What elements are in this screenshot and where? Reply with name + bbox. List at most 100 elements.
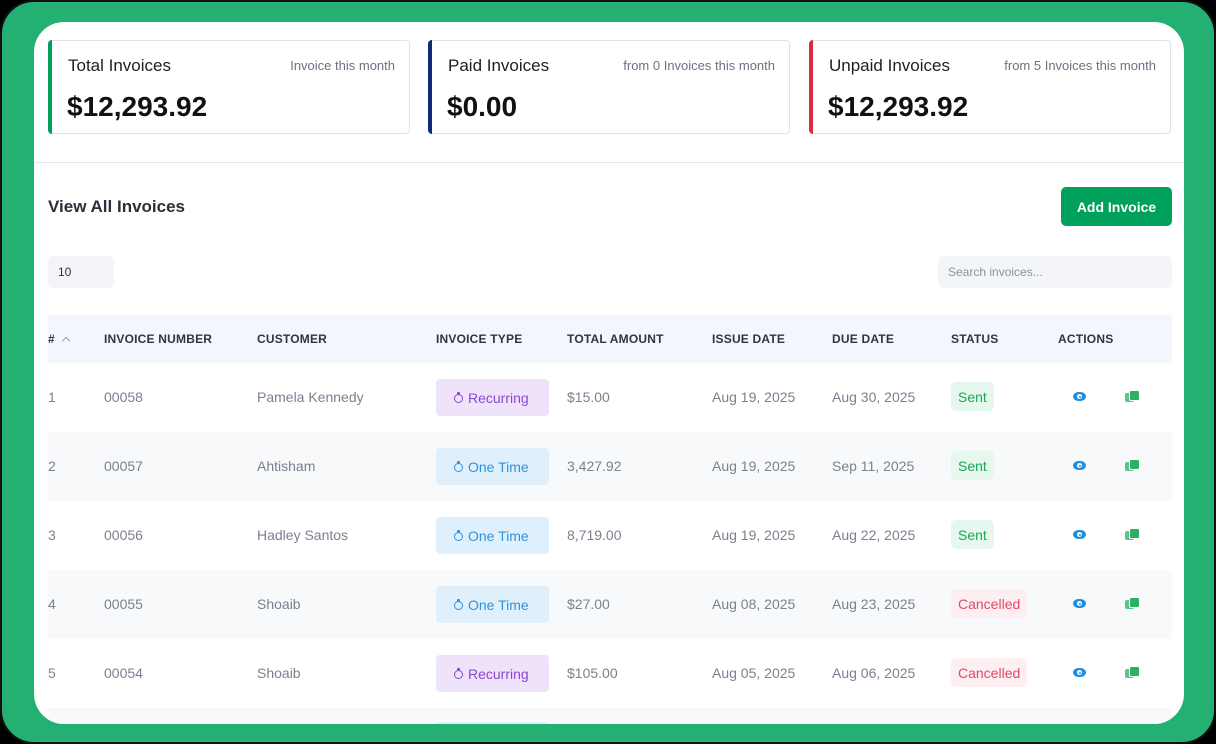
col-total-amount: TOTAL AMOUNT [567, 332, 664, 346]
row-amount: $15.00 [567, 389, 610, 405]
row-amount: 3,427.92 [567, 458, 622, 474]
eye-icon[interactable] [1073, 461, 1086, 470]
row-invoice-number: 00055 [104, 596, 143, 612]
row-num: 4 [48, 596, 56, 612]
status-badge: Sent [951, 451, 994, 480]
row-customer: Ahtisham [257, 458, 316, 474]
status-badge: Cancelled [951, 589, 1028, 618]
type-label: One Time [468, 597, 529, 613]
row-customer: Shoaib [257, 596, 301, 612]
table-row-partial [48, 708, 1172, 724]
type-badge: One Time [436, 448, 549, 485]
copy-icon[interactable] [1125, 666, 1140, 679]
status-badge: Sent [951, 520, 994, 549]
type-badge: Recurring [436, 379, 549, 416]
chevron-up-icon[interactable] [61, 336, 71, 346]
col-invoice-type: INVOICE TYPE [436, 332, 523, 346]
eye-icon[interactable] [1073, 530, 1086, 539]
row-invoice-number: 00057 [104, 458, 143, 474]
status-badge: Sent [951, 382, 994, 411]
table-row: 5 00054 Shoaib Recurring $105.00 Aug 05,… [48, 639, 1172, 708]
card-subtitle: from 5 Invoices this month [1004, 58, 1156, 73]
row-issue-date: Aug 05, 2025 [712, 665, 796, 681]
card-accent [428, 40, 432, 134]
search-input[interactable] [938, 256, 1172, 288]
add-invoice-button[interactable]: Add Invoice [1061, 187, 1172, 226]
copy-icon[interactable] [1125, 597, 1140, 610]
type-label: Recurring [468, 390, 529, 406]
col-customer: CUSTOMER [257, 332, 328, 346]
card-subtitle: from 0 Invoices this month [623, 58, 775, 73]
table-row: 2 00057 Ahtisham One Time 3,427.92 Aug 1… [48, 432, 1172, 501]
col-issue-date: ISSUE DATE [712, 332, 786, 346]
clock-icon [454, 530, 463, 541]
row-num: 5 [48, 665, 56, 681]
row-amount: $27.00 [567, 596, 610, 612]
divider [34, 162, 1184, 163]
type-label: One Time [468, 528, 529, 544]
row-due-date: Sep 11, 2025 [832, 458, 915, 474]
row-amount: $105.00 [567, 665, 618, 681]
row-customer: Pamela Kennedy [257, 389, 364, 405]
card-paid-invoices: Paid Invoices from 0 Invoices this month… [428, 40, 790, 134]
type-badge: One Time [436, 517, 549, 554]
copy-icon[interactable] [1125, 528, 1140, 541]
row-issue-date: Aug 19, 2025 [712, 458, 796, 474]
eye-icon[interactable] [1073, 668, 1086, 677]
row-issue-date: Aug 08, 2025 [712, 596, 796, 612]
card-amount: $12,293.92 [828, 91, 969, 122]
row-amount: 8,719.00 [567, 527, 622, 543]
row-invoice-number: 00054 [104, 665, 143, 681]
row-num: 1 [48, 389, 56, 405]
table-header: # INVOICE NUMBER CUSTOMER INVOICE TYPE T… [48, 315, 1172, 363]
row-due-date: Aug 23, 2025 [832, 596, 916, 612]
table-row: 3 00056 Hadley Santos One Time 8,719.00 … [48, 501, 1172, 570]
card-amount: $12,293.92 [67, 91, 208, 122]
col-invoice-number: INVOICE NUMBER [104, 332, 213, 346]
copy-icon[interactable] [1125, 390, 1140, 403]
status-badge: Cancelled [951, 658, 1028, 687]
eye-icon[interactable] [1073, 599, 1086, 608]
row-issue-date: Aug 19, 2025 [712, 389, 796, 405]
card-subtitle: Invoice this month [290, 58, 395, 73]
card-title: Unpaid Invoices [829, 56, 950, 75]
clock-icon [454, 599, 463, 610]
row-due-date: Aug 22, 2025 [832, 527, 916, 543]
eye-icon[interactable] [1073, 392, 1086, 401]
clock-icon [454, 461, 463, 472]
type-label: One Time [468, 459, 529, 475]
col-actions: ACTIONS [1058, 332, 1114, 346]
card-total-invoices: Total Invoices Invoice this month $12,29… [48, 40, 410, 134]
type-badge: Recurring [436, 655, 549, 692]
table-row: 1 00058 Pamela Kennedy Recurring $15.00 … [48, 363, 1172, 432]
row-num: 3 [48, 527, 56, 543]
card-amount: $0.00 [447, 91, 518, 122]
page-size-select[interactable]: 10 [48, 256, 114, 288]
clock-icon [454, 668, 463, 679]
col-status: STATUS [951, 332, 999, 346]
row-invoice-number: 00056 [104, 527, 143, 543]
type-label: Recurring [468, 666, 529, 682]
col-due-date: DUE DATE [832, 332, 895, 346]
type-badge: One Time [436, 586, 549, 623]
type-badge-partial [436, 722, 549, 724]
clock-icon [454, 392, 463, 403]
row-issue-date: Aug 19, 2025 [712, 527, 796, 543]
card-title: Total Invoices [68, 56, 171, 75]
card-accent [48, 40, 52, 134]
card-accent [809, 40, 813, 134]
col-num-label: # [48, 332, 55, 346]
row-due-date: Aug 30, 2025 [832, 389, 916, 405]
col-num[interactable]: # [48, 332, 71, 346]
section-title: View All Invoices [48, 197, 186, 216]
row-customer: Hadley Santos [257, 527, 349, 543]
table-row: 4 00055 Shoaib One Time $27.00 Aug 08, 2… [48, 570, 1172, 639]
row-customer: Shoaib [257, 665, 301, 681]
copy-icon[interactable] [1125, 459, 1140, 472]
card-unpaid-invoices: Unpaid Invoices from 5 Invoices this mon… [809, 40, 1171, 134]
row-due-date: Aug 06, 2025 [832, 665, 916, 681]
invoice-panel: Total Invoices Invoice this month $12,29… [34, 22, 1184, 724]
row-invoice-number: 00058 [104, 389, 143, 405]
card-title: Paid Invoices [448, 56, 550, 75]
